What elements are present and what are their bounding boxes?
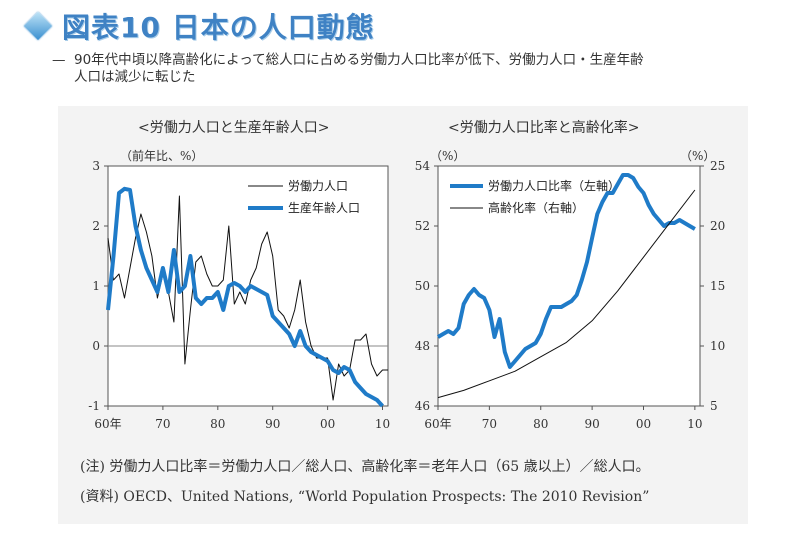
x-tick-label: 10 [375, 417, 390, 431]
page-title: 図表10 日本の人口動態 [62, 11, 375, 44]
legend-label-1: 労働力人口 [288, 179, 348, 193]
figure-panel: <労働力人口と生産年齢人口> <労働力人口比率と高齢化率> 3 2 1 0 -1 60年 7… [58, 106, 748, 524]
y-left-tick-label: 48 [415, 339, 430, 353]
x-tick-label: 00 [636, 417, 651, 431]
y-right-tick-label: 10 [710, 339, 725, 353]
subtitle-line1: 90年代中頃以降高齢化によって総人口に占める労働力人口比率が低下、労働力人口・生… [74, 52, 644, 68]
y-left-tick-label: 54 [415, 159, 431, 173]
y-left-tick-label: 52 [415, 219, 430, 233]
subtitle-line2: 人口は減少に転じた [74, 69, 196, 85]
x-tick-label: 80 [533, 417, 548, 431]
y-tick-label: 3 [92, 159, 100, 173]
series-line-2 [437, 189, 696, 399]
y-tick-label: -1 [88, 399, 100, 413]
title-row: 図表10 日本の人口動態 [18, 6, 375, 46]
x-tick-label: 80 [210, 417, 225, 431]
y-right-tick-label: 5 [710, 399, 718, 413]
x-tick-label: 10 [687, 417, 702, 431]
diamond-icon [23, 11, 53, 41]
note-source: (資料) OECD、United Nations, “World Populat… [80, 489, 650, 505]
y-right-unit-label: （%） [680, 149, 715, 163]
y-left-unit-label: （%） [430, 149, 465, 163]
legend-label-2: 高齢化率（右軸） [488, 200, 584, 215]
y-tick-label: 2 [92, 219, 100, 233]
y-right-tick-label: 25 [710, 159, 725, 173]
y-unit-label: （前年比、%） [120, 148, 203, 163]
y-tick-label: 0 [92, 339, 100, 353]
x-tick-label: 70 [155, 417, 170, 431]
subtitle-dash: — [52, 52, 66, 68]
y-right-tick-label: 20 [710, 219, 725, 233]
x-tick-label: 60年 [94, 417, 121, 431]
x-tick-label: 70 [482, 417, 497, 431]
series-line-1 [436, 173, 696, 369]
series-line-2 [106, 186, 384, 408]
x-tick-label: 00 [320, 417, 335, 431]
right-chart: 54 52 50 48 46 25 20 15 10 5 60年 70 80 90 00 10 （%） （%） 労働… [415, 149, 726, 431]
y-tick-label: 1 [92, 279, 100, 293]
left-chart-title: <労働力人口と生産年齢人口> [138, 120, 330, 136]
x-tick-label: 90 [265, 417, 280, 431]
y-left-tick-label: 46 [415, 399, 430, 413]
y-right-tick-label: 15 [710, 279, 725, 293]
right-chart-title: <労働力人口比率と高齢化率> [448, 120, 640, 136]
subtitle: — 90年代中頃以降高齢化によって総人口に占める労働力人口比率が低下、労働力人口・… [52, 52, 752, 86]
legend-label-1: 労働力人口比率（左軸） [488, 178, 620, 193]
y-left-tick-label: 50 [415, 279, 430, 293]
x-tick-label: 90 [584, 417, 599, 431]
legend-label-2: 生産年齢人口 [288, 200, 360, 215]
x-tick-label: 60年 [424, 417, 451, 431]
note-definition: (注) 労働力人口比率＝労働力人口／総人口、高齢化率＝老年人口（65 歳以上）／… [80, 459, 650, 475]
